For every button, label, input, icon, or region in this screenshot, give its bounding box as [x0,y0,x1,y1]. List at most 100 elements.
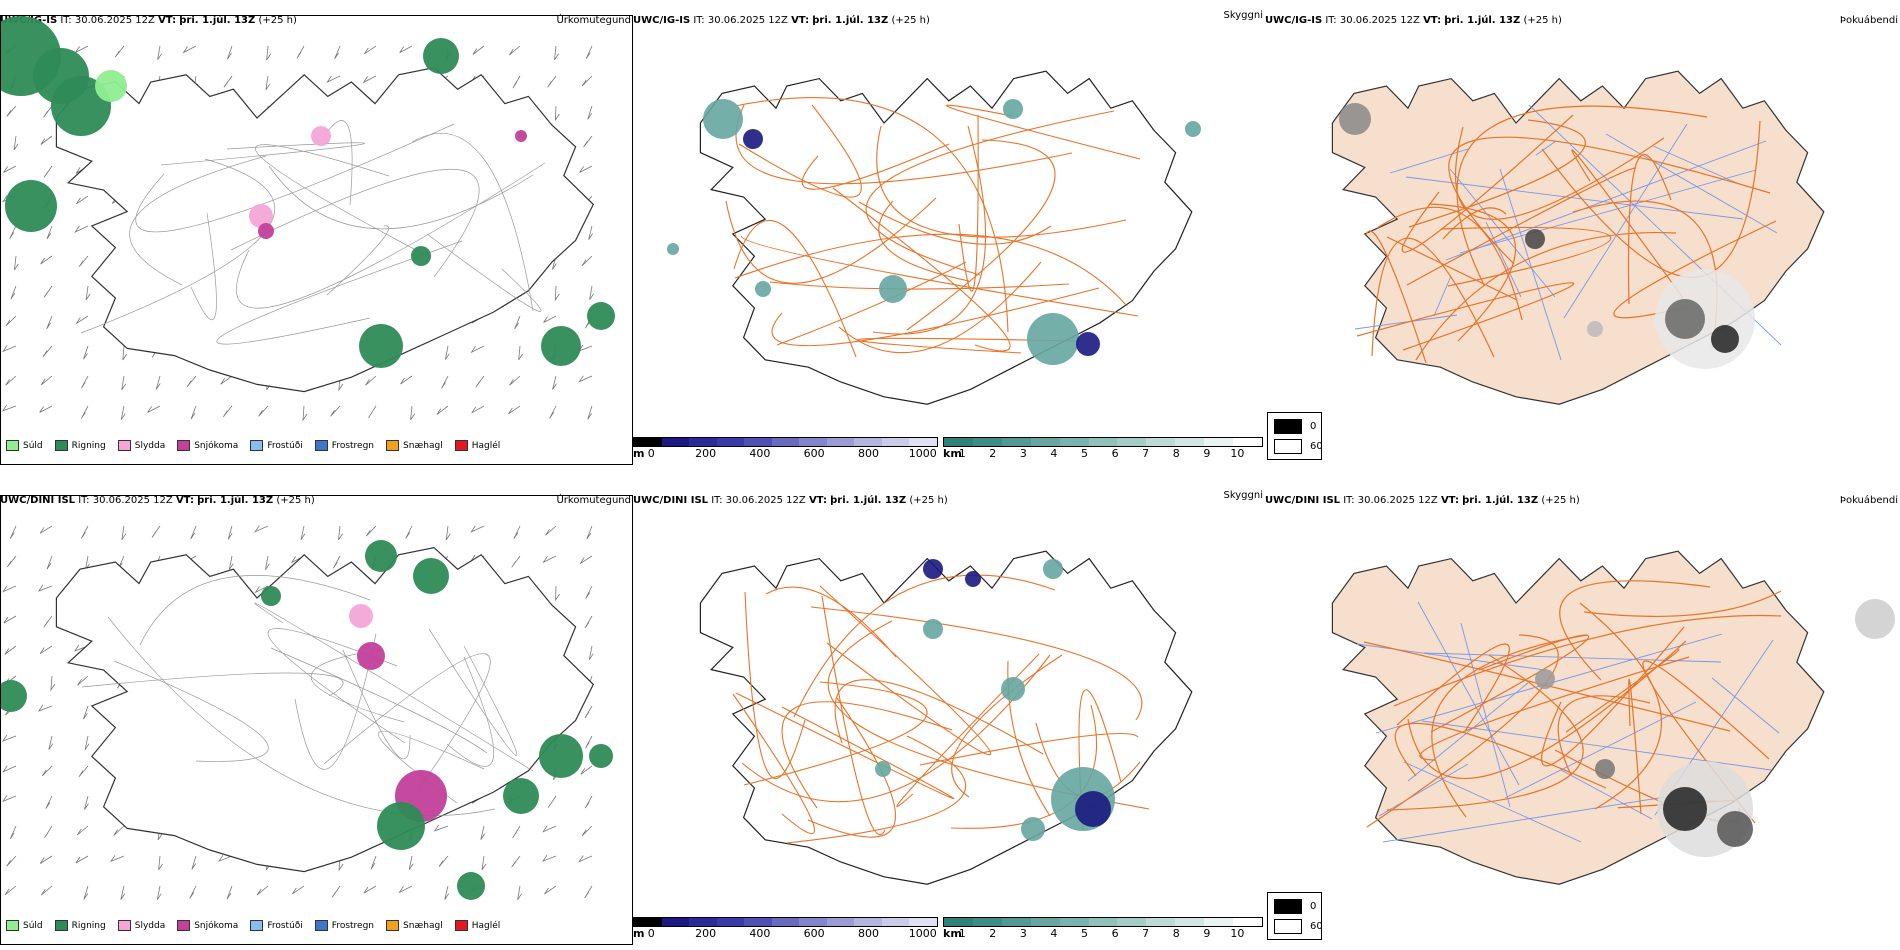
cloud-cell [755,281,771,297]
legend-label: Haglél [471,920,501,931]
fog-panel-top: UWC/IG-IS IT: 30.06.2025 12Z VT: þri. 1.… [1265,15,1900,465]
precip-cell [365,540,397,572]
colorbar-cell [944,918,973,926]
colorbar-cell [1117,918,1147,926]
colorbar-unit: m [633,447,645,460]
legend-swatch [6,920,19,931]
land-fill [1331,70,1825,405]
colorbar-tick-label: 8 [1172,447,1180,460]
colorbar-cell [881,918,910,926]
precip-cell [261,586,281,606]
cloud-cell [879,275,907,303]
legend-item: Súld [6,920,43,931]
legend-item: Frostúði [250,920,303,931]
legend-swatch [6,440,19,451]
colorbar-cell [972,918,1002,926]
legend-item: Rigning [54,920,106,931]
visibility-colorbar: km 1 2 3 4 5 6 7 8 9 10 [943,917,1263,943]
legend-swatch [54,920,68,931]
legend-swatch [454,920,468,931]
precip-cell [377,802,425,850]
fog-legend: 0 60 [1267,892,1323,940]
colorbar-tick-label: 800 [857,447,879,460]
cloudbase-colorbar: m 0 200 400 600 800 1000 [633,917,938,943]
roads [81,575,534,816]
colorbar-cells [943,437,1263,447]
legend-swatch [250,920,264,931]
precip-cell [249,204,273,228]
fog-cell [1855,599,1895,639]
precip-panel-top: UWC/IG-IS IT: 30.06.2025 12Z VT: þri. 1.… [0,15,633,465]
panel-parameter-label: Skyggni [1223,490,1263,501]
fog-cell [1339,103,1371,135]
precip-legend: Súld Rigning Slydda Snjókoma Frostúði Frostre… [6,920,512,931]
cloudbase-panel-bottom: UWC/DINI ISL IT: 30.06.2025 12Z VT: þri.… [633,490,1265,945]
low-cloud-areas [875,559,1115,841]
panel-parameter-label: Úrkomutegund [556,495,631,506]
colorbar-tick-label: 800 [857,927,879,940]
colorbar-cell [661,438,690,446]
colorbar-cell [1059,438,1089,446]
legend-item: Snjókoma [177,440,238,451]
fog-cell [1711,325,1739,353]
colorbar-tick-label: 4 [1050,447,1058,460]
precip-cell [503,778,539,814]
legend-item: Snæhagl [386,440,443,451]
colorbar-tick-label: 0 [647,447,655,460]
legend-label: Slydda [134,920,166,931]
precip-cell [311,126,331,146]
colorbar-tick-label: 200 [695,927,717,940]
precip-map [0,15,633,465]
cloud-cell [923,559,943,579]
cloudbase-panel-top: UWC/IG-IS IT: 30.06.2025 12Z VT: þri. 1.… [633,10,1265,465]
fog-areas [1339,103,1755,369]
colorbar-tick-label: 6 [1111,927,1119,940]
legend-label: Frostúði [267,440,303,451]
cloudbase-map [667,70,1201,405]
colorbar-cell [744,438,772,446]
precip-legend: Súld Rigning Slydda Snjókoma Frostúði Frostre… [6,440,512,451]
cloud-cell [965,571,981,587]
legend-label: Frostregn [331,920,375,931]
colorbar-cell [1233,918,1262,926]
coastline [55,66,595,393]
colorbar-cell [661,918,690,926]
legend-swatch [117,920,131,931]
precip-cell [587,302,615,330]
colorbar-tick-label: 4 [1050,927,1058,940]
panel-header: UWC/DINI ISL IT: 30.06.2025 12Z VT: þri.… [633,495,948,506]
colorbar-tick-label: 1 [958,927,966,940]
panel-parameter-label: Þokuábendi [1839,15,1898,26]
panel-header: UWC/IG-IS IT: 30.06.2025 12Z VT: þri. 1.… [1265,15,1562,26]
coastline [699,70,1193,405]
colorbar-tick-label: 9 [1203,447,1211,460]
colorbar-cell [771,438,800,446]
legend-swatch [386,440,400,451]
precip-cell [5,180,57,232]
cloud-cell [875,761,891,777]
panel-parameter-label: Úrkomutegund [556,15,631,26]
colorbar-cell [1117,438,1147,446]
legend-label: Snjókoma [194,440,239,451]
precip-cell [541,326,581,366]
legend-swatch [117,440,131,451]
legend-label: Snjókoma [194,920,239,931]
coastline [55,546,595,873]
precip-cell [1,680,27,712]
roads [1356,105,1777,364]
legend-item: Haglél [454,440,500,451]
colorbar-cell [909,438,938,446]
colorbar-cell [689,918,717,926]
colorbar-cell [1088,438,1118,446]
coastline [699,550,1193,885]
legend-label: Snæhagl [403,920,443,931]
legend-swatch [314,920,328,931]
cloud-cell [1003,99,1023,119]
colorbar-tick-label: 600 [803,927,825,940]
colorbar-cell [1204,438,1234,446]
colorbar-unit: km [943,447,962,460]
precip-cell [359,324,403,368]
fog-map [1331,70,1825,405]
colorbar-tick-label: 2 [989,447,997,460]
legend-swatch [177,440,191,451]
